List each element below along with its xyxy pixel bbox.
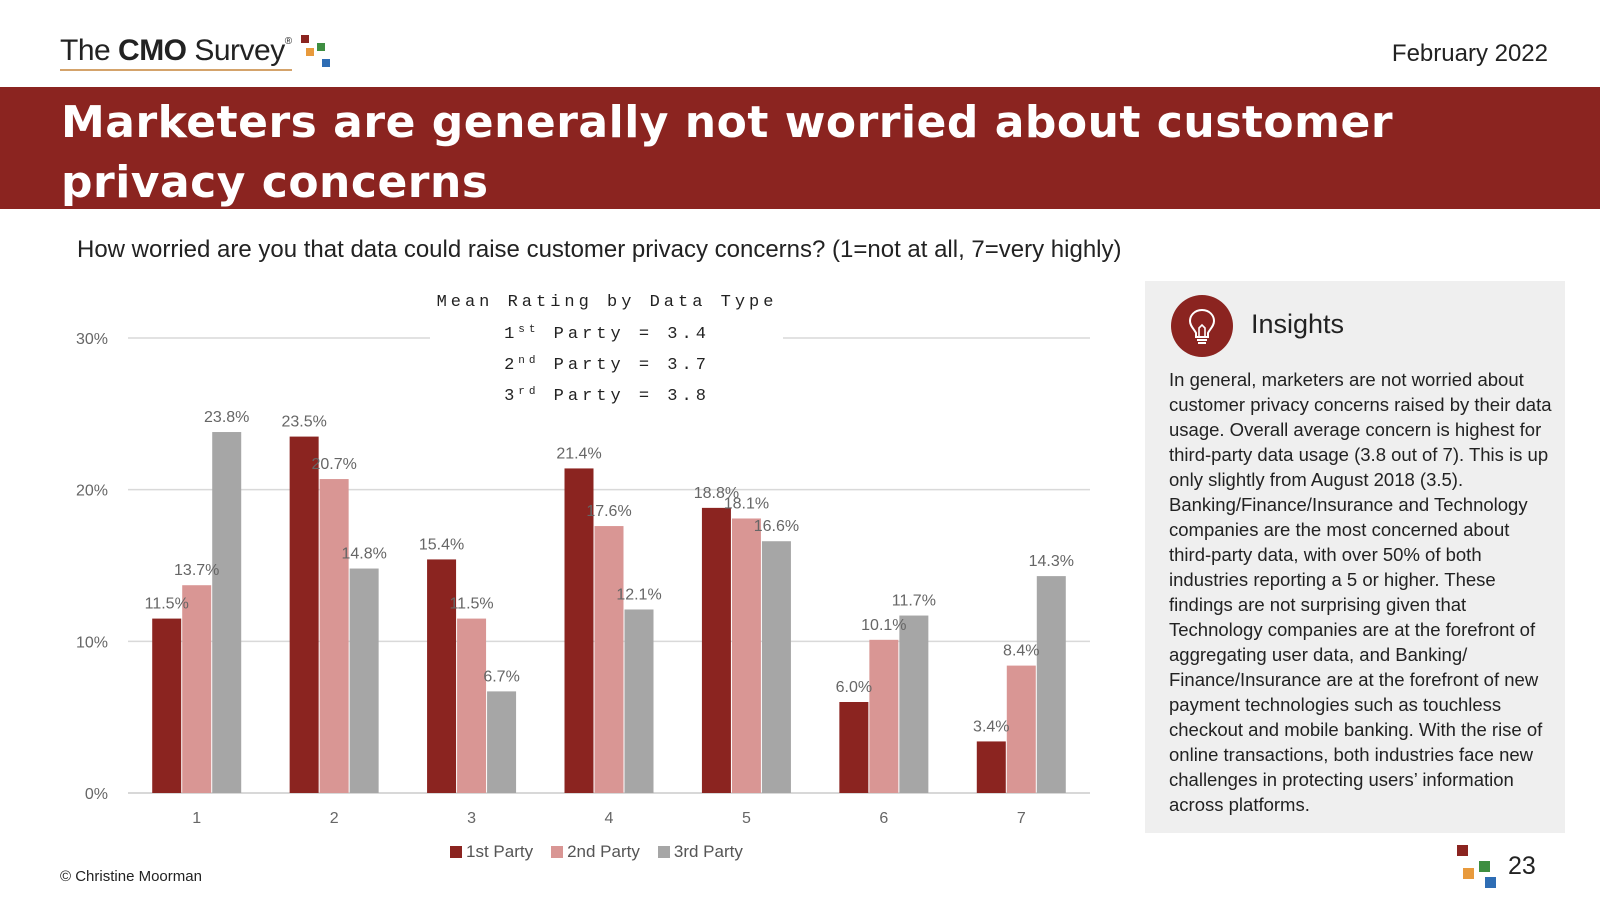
chart-data-labels: 11.5% 13.7% 23.8% 23.5% 20.7% 14.8% 15.4% 11.5%… [145, 409, 1074, 735]
x-tick-label: 5 [742, 810, 751, 827]
bar-data-label: 21.4% [556, 445, 601, 462]
bar [1036, 576, 1066, 793]
survey-question: How worried are you that data could rais… [77, 236, 1122, 263]
x-axis-ticks: 1 2 3 4 5 6 7 [192, 810, 1026, 827]
footer-square-orange [1463, 868, 1474, 879]
logo-wordmark: The CMO Survey® [60, 34, 292, 67]
footer-logo-squares [1452, 842, 1502, 888]
insights-body: In general, marketers are not worried ab… [1169, 369, 1552, 815]
insights-title: Insights [1251, 309, 1345, 339]
bar-data-label: 18.1% [724, 495, 769, 512]
x-tick-label: 6 [879, 810, 888, 827]
bar [457, 618, 487, 793]
bar-data-label: 14.3% [1029, 553, 1074, 570]
logo-underline [60, 69, 292, 71]
bar-data-label: 6.0% [836, 679, 872, 696]
bar-data-label: 13.7% [174, 562, 219, 579]
bar-data-label: 10.1% [861, 617, 906, 634]
logo-square-red [301, 35, 309, 43]
y-tick-label: 20% [76, 483, 108, 500]
annotation-line: 1st Party = 3.4 [504, 324, 710, 344]
title-banner: Marketers are generally not worried abou… [0, 87, 1600, 209]
bar [899, 615, 929, 793]
legend-swatch-2nd-party [551, 846, 564, 858]
y-tick-label: 30% [76, 331, 108, 348]
bar-data-label: 11.5% [449, 596, 493, 613]
bar-data-label: 8.4% [1003, 643, 1039, 660]
bar-data-label: 14.8% [341, 546, 386, 563]
copyright: © Christine Moorman [60, 868, 202, 885]
bar [152, 618, 182, 793]
footer-square-blue [1485, 877, 1496, 888]
annotation-heading: Mean Rating by Data Type [437, 293, 778, 312]
bar [731, 518, 761, 793]
footer-square-green [1479, 861, 1490, 872]
bar [624, 609, 654, 793]
legend-label-1st-party: 1st Party [466, 842, 534, 861]
logo-square-blue [322, 59, 330, 67]
x-tick-label: 1 [192, 810, 201, 827]
x-tick-label: 3 [467, 810, 476, 827]
bar [1006, 665, 1036, 793]
lightbulb-icon [1171, 295, 1233, 357]
legend-label-2nd-party: 2nd Party [567, 842, 640, 861]
bar [701, 507, 731, 793]
bar [289, 436, 319, 793]
bar-data-label: 11.7% [892, 593, 936, 610]
bar-data-label: 23.8% [204, 409, 249, 426]
legend-item-2nd-party: 2nd Party [551, 842, 640, 862]
mean-rating-annotation: Mean Rating by Data Type 1st Party = 3.4 2… [437, 293, 778, 406]
bar-data-label: 12.1% [616, 586, 661, 603]
bar [349, 568, 379, 793]
bar-data-label: 3.4% [973, 718, 1009, 735]
legend-item-3rd-party: 3rd Party [657, 842, 743, 862]
bar-data-label: 17.6% [586, 503, 631, 520]
bar-data-label: 18.8% [694, 485, 739, 502]
bar-data-label: 23.5% [281, 414, 326, 431]
bar [212, 432, 242, 793]
chart-bars [152, 432, 1066, 793]
bar [839, 702, 869, 793]
footer-square-red [1457, 845, 1468, 856]
y-tick-label: 0% [85, 786, 108, 803]
bar [594, 526, 624, 793]
x-tick-label: 7 [1017, 810, 1026, 827]
bar [427, 559, 457, 793]
bar [869, 639, 899, 793]
legend-label-3rd-party: 3rd Party [673, 842, 743, 861]
bar [487, 691, 517, 793]
insights-panel: Insights In general, marketers are not w… [1145, 281, 1565, 833]
legend-swatch-1st-party [450, 846, 462, 858]
bar-data-label: 16.6% [754, 518, 799, 535]
bar-data-label: 15.4% [419, 536, 464, 553]
bar [319, 479, 349, 793]
bar-data-label: 20.7% [311, 456, 356, 473]
x-tick-label: 2 [330, 810, 339, 827]
bar-data-label: 11.5% [145, 596, 189, 613]
chart-legend: 1st Party 2nd Party 3rd Party [450, 842, 743, 862]
logo-square-green [317, 43, 325, 51]
bar-data-label: 6.7% [483, 668, 519, 685]
bar [761, 541, 791, 793]
annotation-line: 3rd Party = 3.8 [504, 386, 710, 406]
legend-item-1st-party: 1st Party [450, 842, 533, 862]
x-tick-label: 4 [605, 810, 614, 827]
annotation-line: 2nd Party = 3.7 [504, 355, 710, 375]
lightbulb-glyph [1188, 308, 1216, 344]
logo-square-orange [306, 48, 314, 56]
page-title: Marketers are generally not worried abou… [61, 97, 1394, 208]
bar [976, 741, 1006, 793]
cmo-survey-logo: The CMO Survey® [60, 32, 360, 74]
legend-swatch-3rd-party [657, 846, 670, 858]
page-number: 23 [1508, 852, 1536, 880]
bar [564, 468, 594, 793]
report-date: February 2022 [1391, 40, 1548, 67]
y-axis-ticks: 0% 10% 20% 30% [76, 331, 108, 803]
bar-chart: 11.5% 13.7% 23.8% 23.5% 20.7% 14.8% 15.4% 11.5%… [76, 293, 1090, 827]
y-tick-label: 10% [76, 634, 108, 651]
bar [182, 585, 212, 793]
